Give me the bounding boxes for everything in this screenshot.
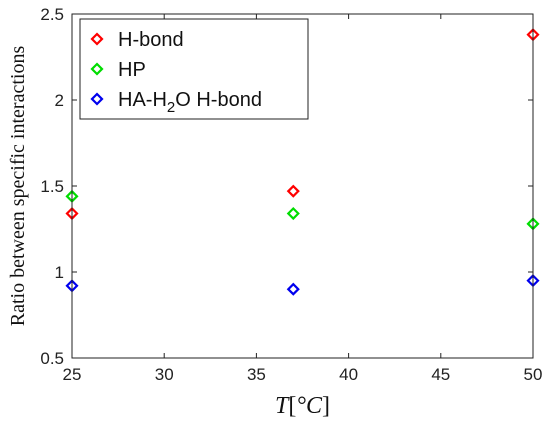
- y-tick-label: 2.5: [40, 5, 64, 24]
- x-tick-label: 50: [524, 365, 543, 384]
- x-tick-label: 40: [339, 365, 358, 384]
- y-tick-label: 1: [55, 263, 64, 282]
- legend-marker: [90, 62, 104, 76]
- x-tick-label: 45: [431, 365, 450, 384]
- legend-label: H-bond: [118, 29, 184, 51]
- x-tick-label: 25: [63, 365, 82, 384]
- y-tick-label: 1.5: [40, 177, 64, 196]
- x-tick-label: 35: [247, 365, 266, 384]
- y-tick-label: 0.5: [40, 349, 64, 368]
- x-tick-label: 30: [155, 365, 174, 384]
- data-point: [286, 184, 300, 198]
- y-axis-title: Ratio between specific interactions: [7, 46, 29, 327]
- data-point: [286, 206, 300, 221]
- x-axis-title: T[°C]: [275, 393, 330, 419]
- axes: 25 30 35 40 45 50 0.5 1 1.5 2 2.5: [40, 5, 542, 384]
- legend-marker: [90, 32, 104, 46]
- legend-label: HA-H2O H-bond: [118, 89, 262, 116]
- legend-box: [79, 18, 309, 120]
- y-tick-label: 2: [55, 91, 64, 110]
- legend: H-bond HP HA-H2O H-bond: [79, 18, 309, 120]
- legend-marker: [90, 92, 104, 106]
- data-point: [286, 282, 300, 296]
- legend-label: HP: [118, 59, 146, 81]
